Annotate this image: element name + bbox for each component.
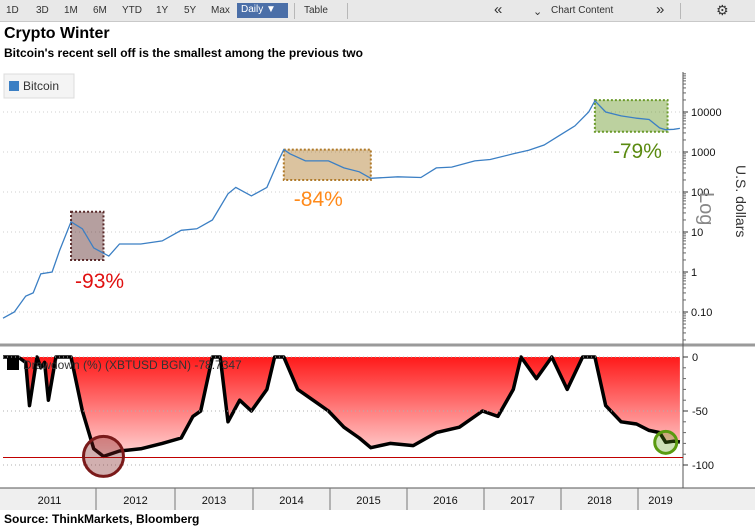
drawdown-label-2: -79% (613, 140, 662, 163)
year-tick-label: 2016 (433, 495, 457, 507)
drawdown-line (3, 355, 681, 459)
expand-icon[interactable]: » (656, 1, 665, 18)
year-tick-label: 2011 (38, 495, 62, 507)
year-tick-label: 2018 (587, 495, 611, 507)
drawdown-area (3, 357, 680, 457)
year-tick-label: 2015 (356, 495, 380, 507)
price-tick-label: 1000 (691, 147, 715, 159)
price-plot-area (3, 72, 683, 343)
drawdown-label-1: -84% (294, 188, 343, 211)
drawdown-tick-label: -100 (692, 460, 714, 472)
toolbar-divider (294, 3, 295, 19)
price-axis-scale-label: Log (695, 192, 717, 225)
legend-label-drawdown: Drawdown (%) (XBTUSD BGN) -78.7347 (23, 358, 242, 372)
year-tick-label: 2013 (202, 495, 226, 507)
range-1m-button[interactable]: 1M (64, 5, 78, 16)
drawdown-circle-2011 (81, 434, 125, 478)
chart-axes: 10000 1000 100 10 1 0.10 U.S. dollars Log 0 -50 -1… (38, 73, 749, 510)
collapse-icon[interactable]: « (494, 1, 503, 18)
price-tick-label: 10000 (691, 107, 722, 119)
chart-content-button[interactable]: Chart Content (551, 5, 614, 16)
range-1y-button[interactable]: 1Y (156, 5, 169, 16)
range-max-button[interactable]: Max (211, 5, 230, 16)
drawdown-box-2 (593, 99, 669, 133)
price-tick-label: 100 (691, 187, 709, 199)
toolbar-divider (347, 3, 348, 19)
year-tick-label: 2017 (510, 495, 534, 507)
toolbar: 1D 3D 1M 6M YTD 1Y 5Y Max Daily ▼ Table … (0, 0, 755, 22)
range-3d-button[interactable]: 3D (36, 5, 49, 16)
range-ytd-button[interactable]: YTD (122, 5, 142, 16)
chart-subtitle: Bitcoin's recent sell off is the smalles… (4, 46, 363, 60)
chart-title: Crypto Winter (4, 25, 110, 42)
price-plot: Bitcoin -93% -84% -79% (2, 73, 683, 319)
price-axis-label: U.S. dollars (733, 165, 749, 237)
range-5y-button[interactable]: 5Y (184, 5, 197, 16)
year-tick-label: 2014 (279, 495, 303, 507)
gear-icon[interactable]: ⚙ (716, 2, 729, 18)
year-tick-label: 2019 (648, 495, 672, 507)
interval-dropdown[interactable]: Daily ▼ (237, 3, 288, 18)
drawdown-tick-label: -50 (692, 406, 708, 418)
source-note: Source: ThinkMarkets, Bloomberg (4, 512, 200, 526)
toolbar-divider (680, 3, 681, 19)
drawdown-label-0: -93% (75, 270, 124, 293)
drawdown-plot: Drawdown (%) (XBTUSD BGN) -78.7347 (3, 355, 683, 478)
price-tick-label: 1 (691, 267, 697, 279)
year-tick-label: 2012 (123, 495, 147, 507)
price-tick-label: 10 (691, 227, 703, 239)
range-1d-button[interactable]: 1D (6, 5, 19, 16)
drawdown-box-1 (282, 148, 372, 181)
legend-swatch-drawdown (7, 358, 19, 370)
range-6m-button[interactable]: 6M (93, 5, 107, 16)
drawdown-tick-label: 0 (692, 352, 698, 364)
price-tick-label: 0.10 (691, 307, 712, 319)
legend-swatch-bitcoin (9, 81, 19, 91)
year-axis-band (0, 488, 755, 510)
chart-content-icon[interactable]: ⌄ (533, 6, 543, 18)
table-button[interactable]: Table (304, 5, 328, 16)
drawdown-circle-2018 (653, 429, 679, 455)
legend-label-bitcoin: Bitcoin (23, 79, 59, 93)
bitcoin-price-line (2, 99, 680, 319)
